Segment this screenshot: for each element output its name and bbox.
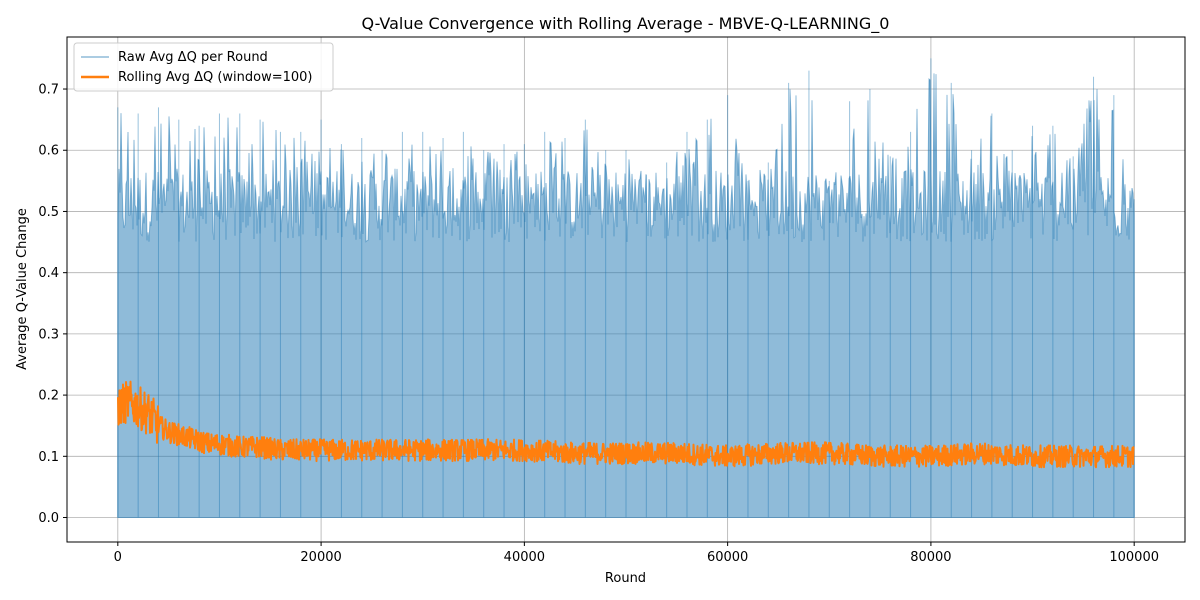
- x-tick-label: 80000: [910, 550, 951, 565]
- x-tick-label: 60000: [707, 550, 748, 565]
- x-tick-label: 0: [114, 550, 122, 565]
- y-tick-label: 0.7: [38, 83, 59, 98]
- y-tick-label: 0.5: [38, 205, 59, 220]
- y-tick-label: 0.1: [38, 450, 59, 465]
- legend-label-rolling: Rolling Avg ΔQ (window=100): [118, 70, 313, 85]
- y-tick-label: 0.3: [38, 327, 59, 342]
- plot-frame: [66, 36, 1186, 543]
- chart-title: Q-Value Convergence with Rolling Average…: [362, 14, 890, 34]
- y-tick-label: 0.6: [38, 144, 59, 159]
- y-tick-label: 0.2: [38, 389, 59, 404]
- raw-series-area: [117, 73, 1135, 519]
- x-tick-label: 40000: [504, 550, 545, 565]
- x-tick-label: 100000: [1109, 550, 1159, 565]
- x-axis-title: Round: [605, 571, 646, 586]
- rolling-series-line: [117, 380, 1135, 469]
- legend: Raw Avg ΔQ per Round Rolling Avg ΔQ (win…: [73, 42, 334, 92]
- x-axis-ticks: 0 20000 40000 60000 80000 100000: [114, 542, 1159, 565]
- rolling-series: [117, 380, 1135, 469]
- y-tick-label: 0.4: [38, 266, 59, 281]
- legend-box: [73, 42, 334, 92]
- x-tick-label: 20000: [300, 550, 341, 565]
- legend-label-raw: Raw Avg ΔQ per Round: [118, 50, 268, 65]
- y-axis-title: Average Q-Value Change: [15, 208, 30, 370]
- y-axis-ticks: 0.0 0.1 0.2 0.3 0.4 0.5 0.6 0.7: [38, 83, 67, 526]
- y-tick-label: 0.0: [38, 511, 59, 526]
